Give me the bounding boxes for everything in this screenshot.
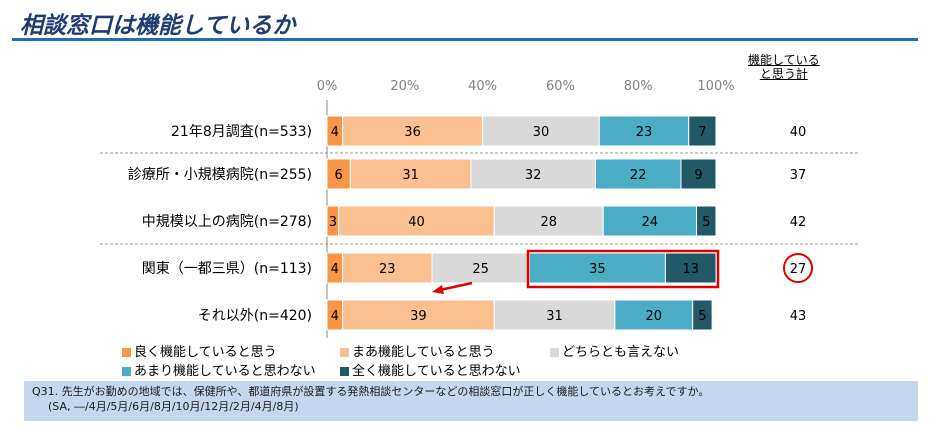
legend-swatch bbox=[550, 348, 559, 357]
x-tick-label: 100% bbox=[697, 79, 734, 94]
data-label: 35 bbox=[589, 262, 606, 277]
bar-segment bbox=[680, 158, 717, 190]
data-label: 24 bbox=[642, 215, 659, 230]
legend-item: まあ機能していると思う bbox=[340, 341, 495, 360]
category-label: 診療所・小規模病院(n=255) bbox=[128, 166, 312, 183]
x-tick-label: 20% bbox=[390, 79, 419, 94]
x-tick-label: 60% bbox=[546, 79, 575, 94]
legend-item: どちらとも言えない bbox=[550, 341, 679, 360]
total-value: 43 bbox=[790, 309, 807, 324]
total-value: 40 bbox=[790, 125, 807, 140]
data-label: 32 bbox=[525, 168, 542, 183]
bar-segment bbox=[342, 299, 495, 331]
data-label: 4 bbox=[331, 125, 339, 140]
data-label: 5 bbox=[698, 309, 706, 324]
category-label: 21年8月調査(n=533) bbox=[171, 124, 312, 140]
data-label: 25 bbox=[472, 262, 489, 277]
title-underline bbox=[12, 38, 918, 41]
bar-segment bbox=[493, 299, 616, 331]
legend-label: 良く機能していると思う bbox=[134, 345, 277, 360]
bar-segment bbox=[696, 205, 717, 237]
data-label: 36 bbox=[404, 125, 421, 140]
total-value: 42 bbox=[790, 215, 807, 230]
data-label: 28 bbox=[540, 215, 557, 230]
highlight-circle bbox=[783, 253, 813, 283]
highlight-box bbox=[526, 249, 720, 289]
data-label: 4 bbox=[331, 309, 339, 324]
page-title: 相談窓口は機能しているか bbox=[20, 13, 296, 39]
data-label: 23 bbox=[636, 125, 653, 140]
total-value: 37 bbox=[790, 168, 807, 183]
totals-header-line1: 機能している bbox=[748, 53, 820, 67]
totals-header: 機能している と思う計 bbox=[748, 53, 820, 81]
question-note: Q31. 先生がお勤めの地域では、保健所や、都道府県が設置する発熱相談センターな… bbox=[24, 381, 918, 421]
bar-segment bbox=[594, 158, 682, 190]
data-label: 7 bbox=[698, 125, 706, 140]
arrow-head bbox=[432, 285, 444, 294]
data-label: 4 bbox=[331, 262, 339, 277]
data-label: 13 bbox=[682, 262, 699, 277]
category-label: それ以外(n=420) bbox=[198, 308, 312, 324]
data-label: 3 bbox=[329, 215, 337, 230]
data-label: 31 bbox=[546, 309, 563, 324]
x-tick-label: 40% bbox=[468, 79, 497, 94]
bar-segment bbox=[482, 115, 600, 147]
legend-swatch bbox=[340, 348, 349, 357]
bar-segment bbox=[598, 115, 690, 147]
category-label: 関東（一都三県）(n=113) bbox=[142, 261, 312, 277]
bar-segment bbox=[342, 252, 433, 284]
note-line2: (SA, ―/4月/5月/6月/8月/10月/12月/2月/4月/8月) bbox=[48, 400, 299, 413]
data-label: 31 bbox=[402, 168, 419, 183]
category-label: 中規模以上の病院(n=278) bbox=[142, 214, 312, 230]
totals-header-line2: と思う計 bbox=[759, 67, 808, 81]
arrow-line bbox=[439, 281, 473, 292]
legend-item: あまり機能していると思わない bbox=[122, 360, 316, 379]
data-label: 9 bbox=[694, 168, 702, 183]
data-label: 30 bbox=[533, 125, 550, 140]
legend-label: どちらとも言えない bbox=[562, 345, 680, 360]
legend-label: あまり機能していると思わない bbox=[134, 364, 316, 379]
bar-segment bbox=[692, 299, 713, 331]
bar-segment bbox=[664, 252, 717, 284]
x-tick-label: 0% bbox=[317, 79, 338, 94]
data-label: 20 bbox=[645, 309, 662, 324]
bar-segment bbox=[602, 205, 698, 237]
stacked-bar-chart: 0% 20% 40% 60% 80% 100%21年8月調査(n=533) 4 36 30 23 7… bbox=[100, 79, 860, 338]
note-line1: Q31. 先生がお勤めの地域では、保健所や、都道府県が設置する発熱相談センターな… bbox=[32, 385, 710, 398]
bar-segment bbox=[688, 115, 717, 147]
legend-label: 全く機能していると思わない bbox=[352, 364, 521, 379]
bar-segment bbox=[349, 158, 472, 190]
bar-segment bbox=[431, 252, 530, 284]
legend-swatch bbox=[122, 348, 131, 357]
total-value: 27 bbox=[790, 262, 807, 277]
legend-swatch bbox=[340, 367, 349, 376]
data-label: 5 bbox=[702, 215, 710, 230]
x-tick-label: 80% bbox=[624, 79, 653, 94]
bar-segment bbox=[342, 115, 484, 147]
bar-segment bbox=[338, 205, 495, 237]
legend-swatch bbox=[122, 367, 131, 376]
bar-segment bbox=[493, 205, 604, 237]
bar-segment bbox=[470, 158, 596, 190]
data-label: 40 bbox=[408, 215, 425, 230]
bar-segment bbox=[528, 252, 666, 284]
data-label: 6 bbox=[335, 168, 343, 183]
legend-item: 全く機能していると思わない bbox=[340, 360, 521, 379]
data-label: 39 bbox=[410, 309, 427, 324]
legend-item: 良く機能していると思う bbox=[122, 341, 277, 360]
legend-label: まあ機能していると思う bbox=[352, 345, 495, 360]
data-label: 23 bbox=[379, 262, 396, 277]
data-label: 22 bbox=[630, 168, 647, 183]
